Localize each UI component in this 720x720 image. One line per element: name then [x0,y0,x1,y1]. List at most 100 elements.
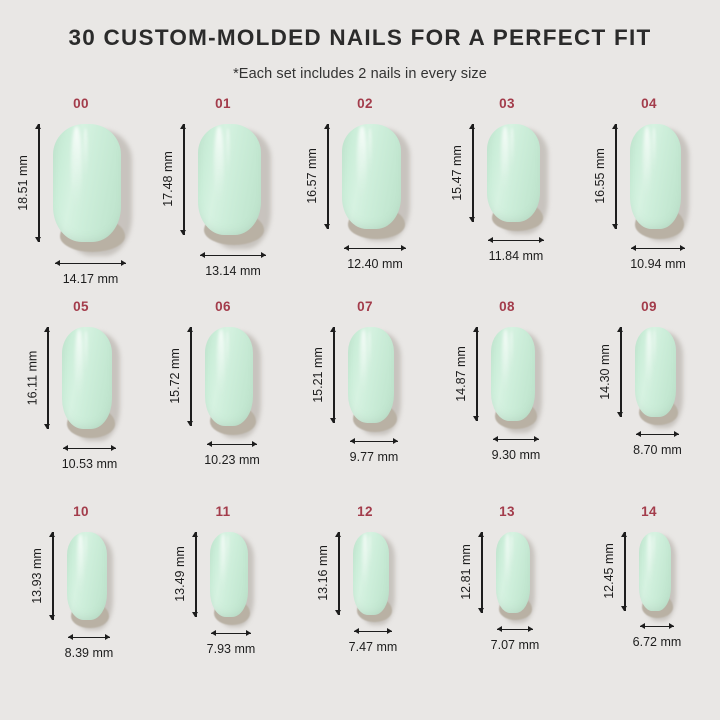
nail-body [342,123,401,229]
nail-stage: 15.21 mm 9.77 mm [294,321,436,504]
nail-image[interactable] [639,531,671,611]
nail-cell-10[interactable]: 10 13.93 mm 8.39 mm [10,504,152,699]
dimension-line [344,248,406,250]
nail-width-value: 10.94 mm [630,256,686,271]
nail-image[interactable] [67,531,107,620]
nail-gloss-highlight [502,328,510,397]
nail-stage: 13.49 mm 7.93 mm [152,526,294,699]
nail-cell-11[interactable]: 11 13.49 mm 7.93 mm [152,504,294,699]
nail-image[interactable] [53,123,121,242]
nail-cell-05[interactable]: 05 16.11 mm 10.53 mm [10,299,152,504]
nail-row: 00 18.51 mm 14.17 mm 01 17.48 mm 13.14 mm 02 16… [0,96,720,299]
nail-cell-04[interactable]: 04 16.55 mm 10.94 mm [578,96,720,299]
nail-width-dimension: 14.17 mm [55,259,126,286]
nail-length-value: 16.11 mm [25,350,40,406]
arrow-up-icon [621,531,628,537]
dimension-line [472,123,474,222]
nail-body [630,123,681,229]
nail-image[interactable] [487,123,540,222]
arrow-left-icon [211,630,216,637]
nail-cell-07[interactable]: 07 15.21 mm 9.77 mm [294,299,436,504]
nail-width-value: 12.40 mm [347,256,403,271]
nail-length-value: 14.87 mm [454,345,469,402]
nail-gloss-highlight [217,328,226,400]
nail-cell-06[interactable]: 06 15.72 mm 10.23 mm [152,299,294,504]
nail-width-dimension: 13.14 mm [200,251,266,278]
dimension-line [488,240,544,242]
nail-stage: 18.51 mm 14.17 mm [10,118,152,299]
nail-length-dimension: 13.49 mm [173,531,202,617]
nail-width-value: 9.77 mm [349,449,399,464]
nail-stage: 12.81 mm 7.07 mm [436,526,578,699]
arrow-down-icon [621,605,628,611]
nail-image[interactable] [210,531,248,617]
nail-length-value: 16.57 mm [305,148,320,205]
arrow-up-icon [35,123,42,129]
nail-stage: 16.11 mm 10.53 mm [10,321,152,504]
nail-image[interactable] [491,326,535,421]
page-title: 30 CUSTOM-MOLDED NAILS FOR A PERFECT FIT [68,25,652,50]
arrow-right-icon [528,626,533,633]
nail-size-label: 13 [499,503,515,519]
arrow-down-icon [335,609,342,615]
nail-body [635,326,676,417]
nail-body [67,531,107,620]
nail-cell-09[interactable]: 09 14.30 mm 8.70 mm [578,299,720,504]
nail-stage: 17.48 mm 13.14 mm [152,118,294,299]
nail-gloss-highlight-secondary [226,535,230,573]
nail-image[interactable] [205,326,253,426]
nail-length-dimension: 12.45 mm [602,531,631,611]
nail-size-label: 06 [215,298,231,314]
nail-length-dimension: 16.55 mm [593,123,622,229]
nail-image[interactable] [62,326,112,429]
nail-length-value: 15.72 mm [168,348,183,405]
nail-cell-12[interactable]: 12 13.16 mm 7.47 mm [294,504,436,699]
nail-cell-13[interactable]: 13 12.81 mm 7.07 mm [436,504,578,699]
dimension-line [200,255,266,257]
nail-image[interactable] [353,531,389,615]
nail-width-dimension: 12.40 mm [344,244,406,271]
nail-image[interactable] [342,123,401,229]
arrow-left-icon [63,445,68,452]
nail-stage: 16.57 mm 12.40 mm [294,118,436,299]
nail-cell-01[interactable]: 01 17.48 mm 13.14 mm [152,96,294,299]
nail-image[interactable] [630,123,681,229]
arrow-up-icon [478,531,485,537]
nail-image[interactable] [198,123,261,235]
nail-gloss-highlight-secondary [84,535,88,574]
arrow-left-icon [68,634,73,641]
nail-cell-14[interactable]: 14 12.45 mm 6.72 mm [578,504,720,699]
nail-image[interactable] [348,326,394,423]
dimension-line [207,444,257,446]
nail-gloss-highlight-secondary [510,127,515,171]
nail-gloss-highlight-secondary [84,330,88,376]
nail-body [639,531,671,611]
arrow-right-icon [111,445,116,452]
nail-gloss-highlight [504,533,511,592]
nail-cell-03[interactable]: 03 15.47 mm 11.84 mm [436,96,578,299]
arrow-right-icon [680,245,685,252]
dimension-line [195,531,197,617]
arrow-down-icon [612,223,619,229]
dimension-line [640,626,674,628]
arrow-left-icon [493,436,498,443]
arrow-right-icon [669,623,674,630]
nail-width-value: 6.72 mm [632,634,682,649]
nail-stage: 14.87 mm 9.30 mm [436,321,578,504]
nail-width-dimension: 8.39 mm [65,633,113,660]
nail-cell-08[interactable]: 08 14.87 mm 9.30 mm [436,299,578,504]
nail-cell-02[interactable]: 02 16.57 mm 12.40 mm [294,96,436,299]
nail-gloss-highlight [643,125,652,202]
dimension-line [327,123,329,229]
dimension-line [47,326,49,429]
dimension-line [211,633,251,635]
dimension-line [55,263,126,265]
dimension-line [615,123,617,229]
nail-gloss-highlight [75,328,83,403]
nail-image[interactable] [496,531,530,613]
nail-length-dimension: 12.81 mm [459,531,488,613]
dimension-line [624,531,626,611]
nail-cell-00[interactable]: 00 18.51 mm 14.17 mm [10,96,152,299]
nail-image[interactable] [635,326,676,417]
nail-length-value: 16.55 mm [593,148,608,205]
